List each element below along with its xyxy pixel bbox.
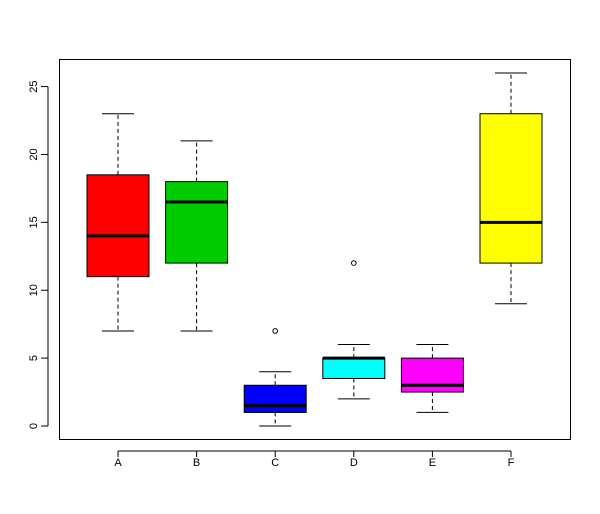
box bbox=[86, 174, 150, 278]
x-tick-label: C bbox=[271, 457, 279, 469]
box bbox=[165, 181, 229, 264]
box-group-d bbox=[322, 260, 386, 400]
x-tick-label: B bbox=[193, 457, 200, 469]
outlier-point bbox=[272, 328, 279, 334]
y-tick-label: 5 bbox=[28, 355, 40, 361]
box-group-e bbox=[400, 344, 464, 413]
box-group-a bbox=[86, 113, 150, 332]
box bbox=[479, 113, 543, 264]
box-group-b bbox=[165, 140, 229, 332]
x-tick-label: A bbox=[114, 457, 122, 469]
x-tick-label: E bbox=[429, 457, 436, 469]
x-tick-label: F bbox=[508, 457, 515, 469]
plot-frame bbox=[59, 59, 571, 440]
box bbox=[322, 357, 386, 379]
box bbox=[243, 384, 307, 413]
box-group-f bbox=[479, 72, 543, 305]
y-tick-label: 25 bbox=[28, 80, 40, 92]
x-tick-label: D bbox=[350, 457, 358, 469]
y-tick-label: 20 bbox=[28, 148, 40, 160]
y-tick-label: 0 bbox=[28, 423, 40, 429]
box bbox=[400, 357, 464, 393]
y-axis: 0 5 10 15 20 25 bbox=[28, 80, 49, 429]
x-axis: A B C D E F bbox=[114, 450, 515, 469]
boxes-layer bbox=[86, 72, 543, 427]
y-tick-label: 15 bbox=[28, 216, 40, 228]
box-group-c bbox=[243, 328, 307, 427]
outlier-point bbox=[351, 260, 357, 266]
y-tick-label: 10 bbox=[28, 284, 40, 296]
